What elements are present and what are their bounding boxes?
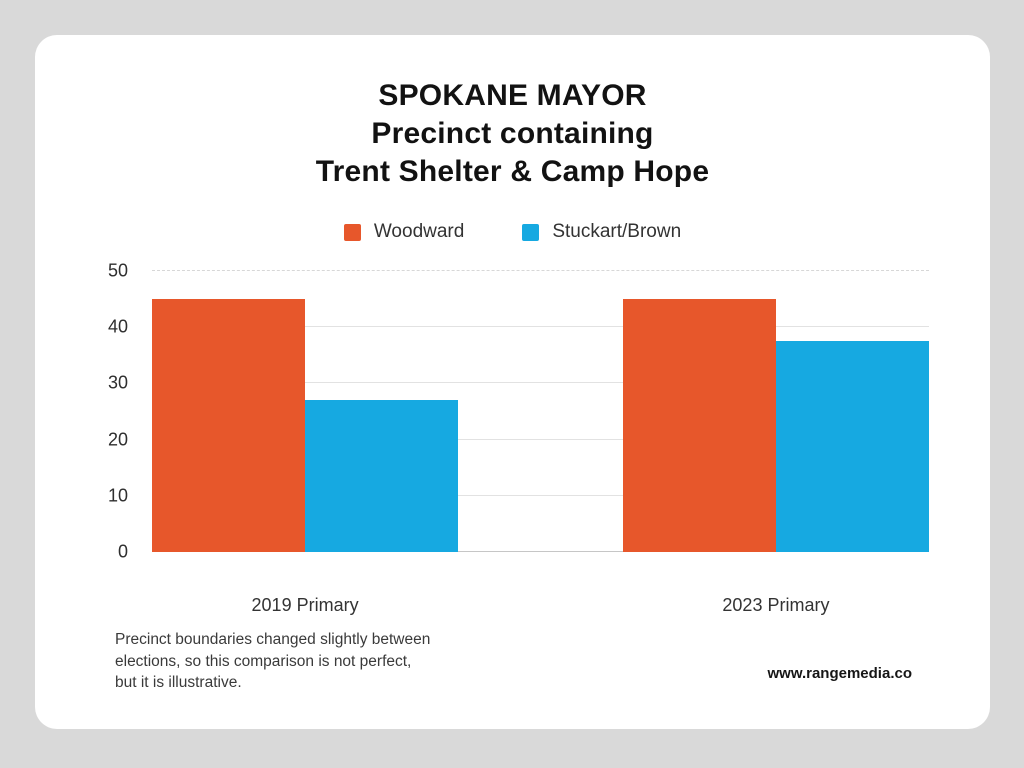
x-label-2023-primary: 2023 Primary	[722, 595, 830, 615]
woodward-swatch-icon	[343, 223, 361, 241]
legend-item-woodward: Woodward	[343, 221, 465, 243]
gridline-30	[152, 382, 929, 384]
y-tick-40: 40	[107, 316, 128, 337]
bar-group-2019-primary	[152, 271, 541, 552]
y-tick-20: 20	[107, 429, 128, 450]
stuckart-brown-swatch-icon	[522, 223, 540, 241]
bar-group-2023-primary	[541, 271, 929, 552]
bar-pair-2019-primary	[152, 271, 459, 552]
bar-groups	[152, 271, 929, 552]
website-credit: www.rangemedia.co	[767, 665, 913, 682]
legend-label-stuckart-brown: Stuckart/Brown	[552, 221, 682, 242]
gridline-40	[152, 326, 929, 328]
legend: Woodward Stuckart/Brown	[35, 221, 990, 243]
bar-stuckart-brown-2023-primary	[775, 341, 929, 552]
bar-woodward-2023-primary	[622, 299, 776, 552]
gridline-20	[152, 438, 929, 440]
plot-area	[152, 270, 929, 552]
x-cell-2023-primary: 2023 Primary	[541, 595, 930, 616]
y-tick-10: 10	[107, 485, 128, 506]
footnote: Precinct boundaries changed slightly bet…	[115, 631, 431, 691]
y-tick-50: 50	[107, 260, 128, 281]
x-label-2019-primary: 2019 Primary	[251, 595, 359, 615]
bar-woodward-2019-primary	[152, 299, 306, 552]
gridlines	[152, 270, 929, 552]
y-tick-0: 0	[117, 541, 128, 562]
bar-pair-2023-primary	[622, 271, 929, 552]
x-axis: 2019 Primary 2023 Primary	[152, 595, 929, 616]
chart-title: SPOKANE MAYOR Precinct containing Trent …	[315, 79, 710, 188]
chart-card: SPOKANE MAYOR Precinct containing Trent …	[35, 35, 990, 729]
gridline-0	[152, 551, 929, 552]
y-axis: 0 10 20 30 40 50	[73, 261, 128, 562]
bar-stuckart-brown-2019-primary	[305, 400, 459, 552]
gridline-10	[152, 494, 929, 496]
legend-item-stuckart-brown: Stuckart/Brown	[522, 221, 681, 243]
x-cell-2019-primary: 2019 Primary	[152, 595, 541, 616]
legend-label-woodward: Woodward	[373, 221, 465, 242]
y-tick-30: 30	[107, 372, 128, 393]
gridline-50	[152, 270, 929, 271]
